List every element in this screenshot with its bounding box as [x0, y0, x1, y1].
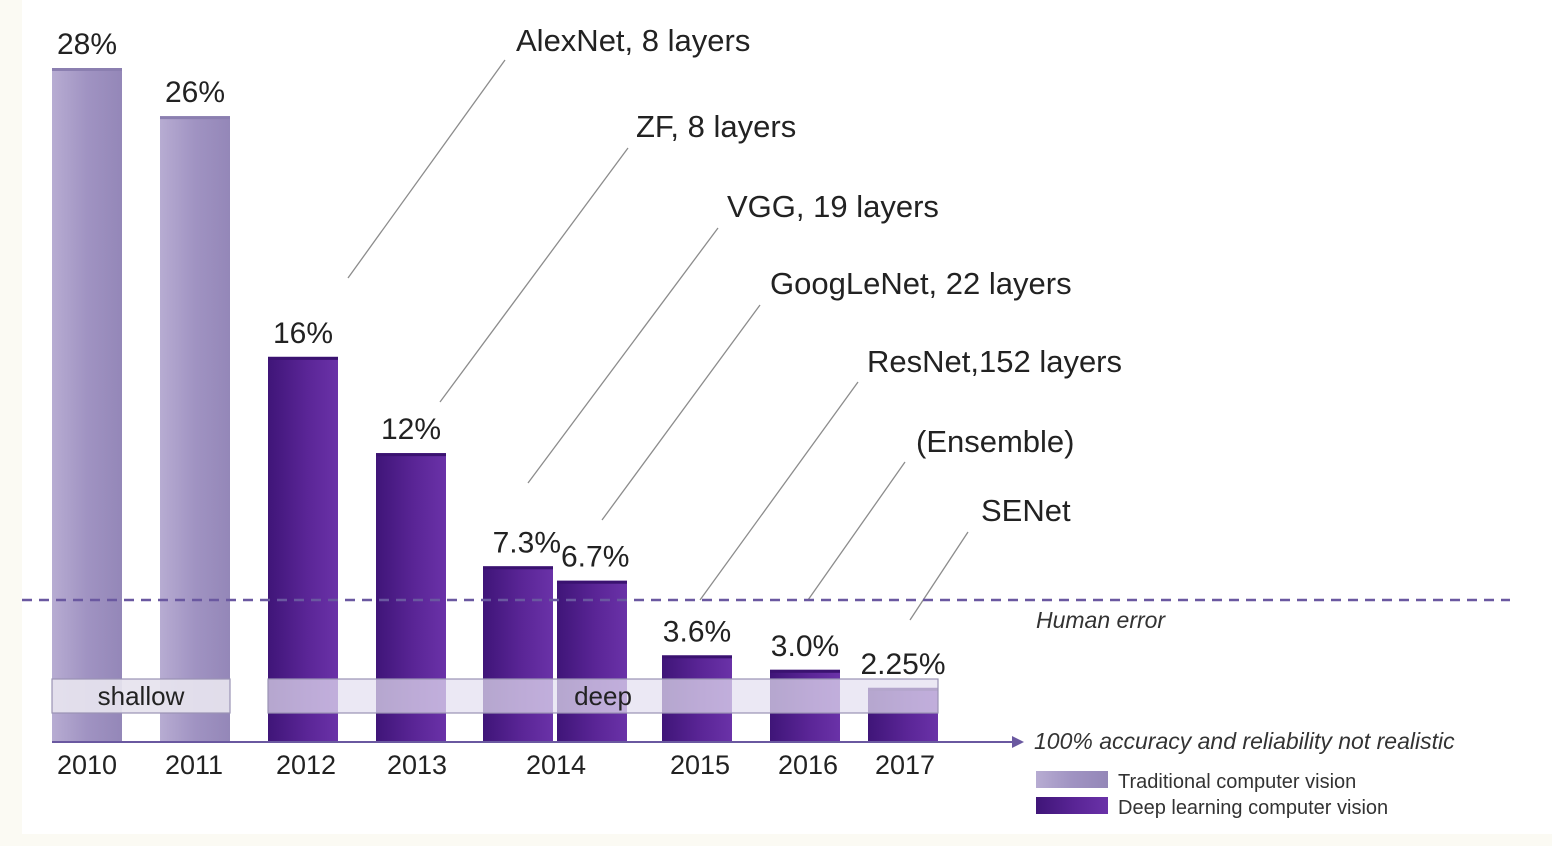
- x-tick-2013: 2013: [387, 750, 447, 780]
- leader-line-4: [527, 227, 719, 484]
- legend-label-traditional: Traditional computer vision: [1118, 771, 1356, 793]
- x-tick-2015: 2015: [670, 750, 730, 780]
- bar-2010-0: [52, 68, 122, 742]
- leader-line-3: [439, 147, 629, 403]
- value-label-0: 28%: [57, 28, 117, 61]
- shallow-deep-bands: shallow deep: [51, 678, 939, 714]
- value-label-7: 3.0%: [771, 630, 839, 663]
- leader-line-5: [601, 304, 761, 521]
- leader-line-7: [807, 461, 906, 601]
- value-label-5: 6.7%: [561, 541, 629, 574]
- leader-lines: [347, 59, 969, 621]
- bar-2014-5: [557, 580, 627, 742]
- legend-swatch-traditional: [1036, 771, 1108, 788]
- value-label-4: 7.3%: [493, 526, 561, 559]
- x-axis-arrow: [1012, 736, 1024, 748]
- bar-cap-2: [268, 356, 338, 360]
- model-label-5: GoogLeNet, 22 layers: [770, 266, 1072, 301]
- bar-cap-3: [376, 453, 446, 457]
- bar-cap-6: [662, 655, 732, 659]
- model-label-2: AlexNet, 8 layers: [516, 23, 750, 58]
- model-label-6: ResNet,152 layers: [867, 344, 1122, 379]
- model-label-8: SENet: [981, 493, 1071, 528]
- value-label-2: 16%: [273, 317, 333, 350]
- x-tick-2010: 2010: [57, 750, 117, 780]
- value-label-8: 2.25%: [860, 648, 945, 681]
- leader-line-8: [909, 531, 969, 621]
- model-label-3: ZF, 8 layers: [636, 109, 796, 144]
- band-shallow-label: shallow: [98, 681, 185, 711]
- x-tick-2017: 2017: [875, 750, 935, 780]
- bar-cap-5: [557, 580, 627, 584]
- bar-2011-1: [160, 116, 230, 742]
- bar-cap-1: [160, 116, 230, 120]
- bar-cap-0: [52, 68, 122, 71]
- bar-cap-7: [770, 669, 840, 673]
- value-label-6: 3.6%: [663, 615, 731, 648]
- x-tick-2016: 2016: [778, 750, 838, 780]
- x-tick-2012: 2012: [276, 750, 336, 780]
- band-shallow: [51, 678, 231, 714]
- legend-swatch-deep: [1036, 797, 1108, 814]
- x-tick-2011: 2011: [165, 750, 223, 780]
- band-deep-label: deep: [574, 681, 632, 711]
- value-label-1: 26%: [165, 76, 225, 109]
- bar-cap-4: [483, 566, 553, 570]
- axis-note: 100% accuracy and reliability not realis…: [1034, 728, 1455, 754]
- leader-line-2: [347, 59, 506, 279]
- human-error-label: Human error: [1036, 607, 1166, 633]
- leader-line-6: [699, 381, 859, 601]
- value-label-3: 12%: [381, 413, 441, 446]
- value-labels: 28% 26% 16% 12% 7.3% 6.7% 3.6% 3.0% 2.25%: [57, 28, 946, 681]
- bar-2012-2: [268, 356, 338, 742]
- model-labels: AlexNet, 8 layers ZF, 8 layers VGG, 19 lay…: [516, 23, 1122, 528]
- band-deep: [267, 678, 939, 714]
- legend-label-deep: Deep learning computer vision: [1118, 797, 1388, 819]
- legend: Traditional computer vision Deep learnin…: [1036, 771, 1388, 819]
- bar-2014-4: [483, 566, 553, 742]
- model-label-7: (Ensemble): [916, 424, 1075, 459]
- x-tick-labels: 2010 2011 2012 2013 2014 2015 2016 2017: [57, 750, 935, 780]
- model-label-4: VGG, 19 layers: [727, 189, 939, 224]
- x-tick-2014: 2014: [526, 750, 586, 780]
